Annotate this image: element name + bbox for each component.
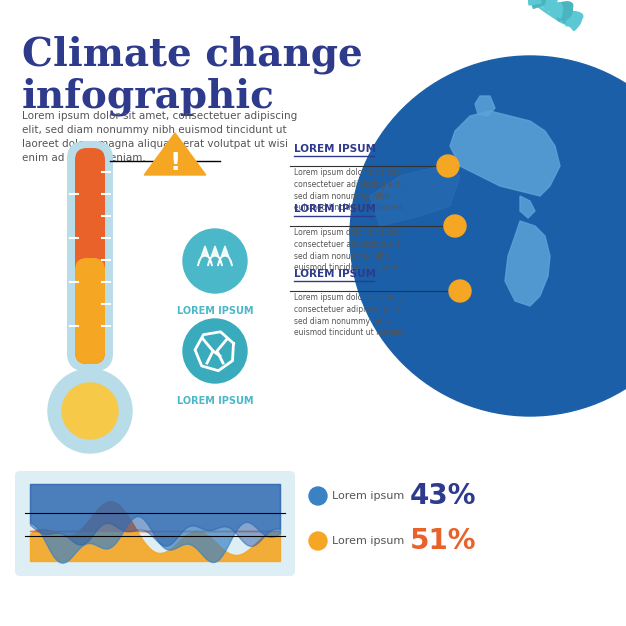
Polygon shape	[520, 196, 535, 218]
Polygon shape	[566, 16, 582, 31]
FancyBboxPatch shape	[75, 258, 105, 364]
Circle shape	[449, 280, 471, 302]
Polygon shape	[505, 221, 550, 306]
Circle shape	[183, 229, 247, 293]
Text: Lorem ipsum: Lorem ipsum	[332, 491, 404, 501]
Text: Lorem ipsum dolor sit amet,
consectetuer adipiscing elit,
sed diam nonummy nibh
: Lorem ipsum dolor sit amet, consectetuer…	[294, 228, 406, 272]
Circle shape	[62, 383, 118, 439]
Polygon shape	[528, 0, 541, 5]
Text: Lorem ipsum dolor sit amet, consectetuer adipiscing
elit, sed diam nonummy nibh : Lorem ipsum dolor sit amet, consectetuer…	[22, 111, 297, 163]
Polygon shape	[550, 3, 562, 18]
Text: LOREM IPSUM: LOREM IPSUM	[294, 269, 376, 279]
Circle shape	[350, 56, 626, 416]
Polygon shape	[144, 133, 206, 175]
Circle shape	[309, 532, 327, 550]
Polygon shape	[538, 0, 558, 12]
Polygon shape	[544, 0, 557, 12]
Text: Lorem ipsum: Lorem ipsum	[332, 536, 404, 546]
Polygon shape	[208, 246, 222, 266]
Circle shape	[451, 222, 459, 230]
Polygon shape	[555, 6, 572, 23]
Polygon shape	[531, 0, 546, 8]
Text: Climate change
infographic: Climate change infographic	[22, 36, 362, 116]
Polygon shape	[564, 11, 583, 26]
Circle shape	[48, 369, 132, 453]
FancyBboxPatch shape	[67, 141, 113, 371]
Circle shape	[456, 287, 464, 295]
Text: LOREM IPSUM: LOREM IPSUM	[177, 396, 254, 406]
FancyBboxPatch shape	[75, 148, 105, 364]
Text: LOREM IPSUM: LOREM IPSUM	[294, 144, 376, 154]
Circle shape	[309, 487, 327, 505]
Circle shape	[444, 215, 466, 237]
FancyBboxPatch shape	[15, 471, 295, 576]
Text: !: !	[169, 151, 181, 175]
Text: LOREM IPSUM: LOREM IPSUM	[177, 306, 254, 316]
Circle shape	[437, 155, 459, 177]
Circle shape	[444, 162, 452, 170]
Polygon shape	[551, 2, 573, 21]
Polygon shape	[370, 166, 460, 226]
Polygon shape	[475, 96, 495, 116]
Circle shape	[183, 319, 247, 383]
Text: 43%: 43%	[410, 482, 476, 510]
Text: Lorem ipsum dolor sit amet,
consectetuer adipiscing elit,
sed diam nonummy nibh
: Lorem ipsum dolor sit amet, consectetuer…	[294, 293, 406, 337]
Polygon shape	[218, 246, 232, 266]
Polygon shape	[450, 111, 560, 196]
Text: LOREM IPSUM: LOREM IPSUM	[294, 204, 376, 214]
Polygon shape	[198, 246, 212, 266]
Text: 51%: 51%	[410, 527, 476, 555]
Text: Lorem ipsum dolor sit amet,
consectetuer adipiscing elit,
sed diam nonummy nibh
: Lorem ipsum dolor sit amet, consectetuer…	[294, 168, 406, 212]
